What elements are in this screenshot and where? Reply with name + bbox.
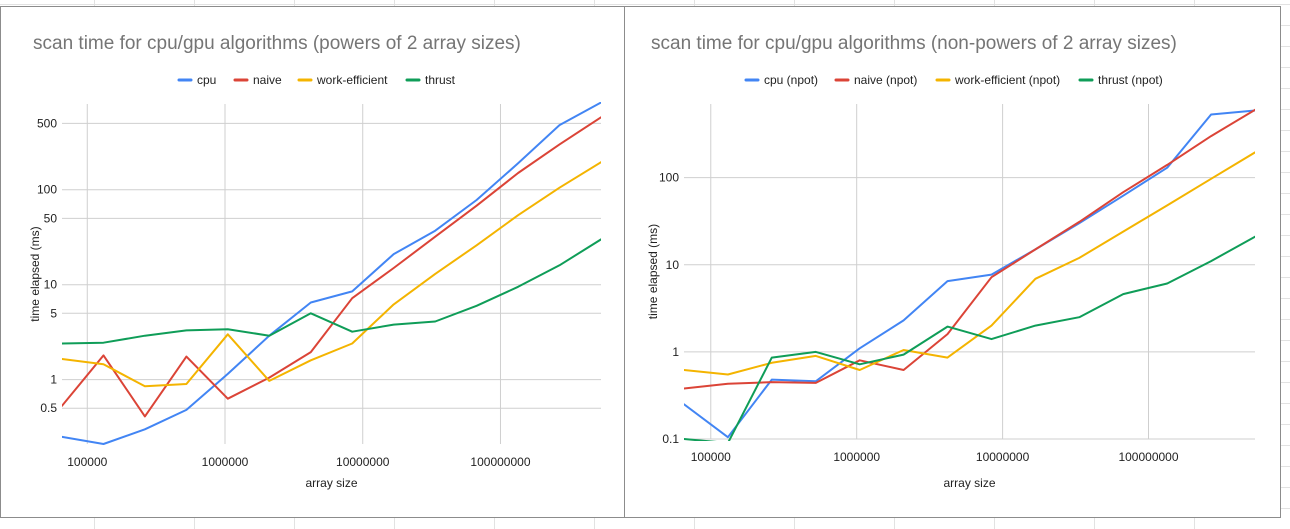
x-tick-label: 100000	[691, 450, 731, 464]
x-tick-label: 100000000	[1118, 450, 1178, 464]
y-tick-label: 100	[659, 171, 679, 185]
series-line-cpu-npot-	[684, 109, 1255, 439]
y-tick-label: 1	[50, 373, 57, 387]
x-tick-label: 100000000	[470, 455, 530, 469]
chart-svg-non-powers-of-2: scan time for cpu/gpu algorithms (non-po…	[646, 33, 1255, 490]
y-tick-label: 0.5	[40, 401, 57, 415]
y-axis-title: time elapsed (ms)	[646, 224, 660, 319]
chart-powers-of-2[interactable]: scan time for cpu/gpu algorithms (powers…	[0, 6, 625, 518]
y-tick-label: 5	[50, 306, 57, 320]
y-tick-label: 1	[672, 345, 679, 359]
legend-label: cpu (npot)	[764, 73, 818, 87]
legend-item: thrust (npot)	[1078, 73, 1163, 87]
legend-item: thrust	[405, 73, 456, 87]
legend-label: cpu	[197, 73, 216, 87]
legend-item: naive (npot)	[834, 73, 917, 87]
chart-svg-powers-of-2: scan time for cpu/gpu algorithms (powers…	[28, 33, 601, 490]
series-line-work-efficient	[62, 161, 601, 388]
legend-label: work-efficient	[316, 73, 388, 87]
y-tick-label: 0.1	[662, 432, 679, 446]
series-line-cpu	[62, 102, 601, 445]
y-tick-label: 100	[37, 183, 57, 197]
x-axis-title: array size	[305, 476, 357, 490]
x-tick-label: 1000000	[202, 455, 249, 469]
chart-non-powers-of-2[interactable]: scan time for cpu/gpu algorithms (non-po…	[624, 6, 1281, 518]
y-tick-label: 10	[666, 258, 680, 272]
legend-label: thrust	[425, 73, 456, 87]
x-tick-label: 1000000	[833, 450, 880, 464]
series-line-naive	[62, 116, 601, 418]
y-axis-title: time elapsed (ms)	[28, 226, 42, 321]
legend-label: naive (npot)	[854, 73, 917, 87]
legend-item: cpu	[177, 73, 216, 87]
y-tick-label: 10	[44, 278, 58, 292]
plot-area	[684, 108, 1255, 441]
legend-item: naive	[233, 73, 282, 87]
x-tick-label: 10000000	[336, 455, 390, 469]
x-axis-title: array size	[943, 476, 995, 490]
y-tick-label: 50	[44, 211, 58, 225]
x-tick-label: 10000000	[976, 450, 1030, 464]
legend-label: naive	[253, 73, 282, 87]
series-line-thrust-npot-	[684, 235, 1255, 441]
plot-area	[62, 102, 601, 445]
legend-label: work-efficient (npot)	[954, 73, 1060, 87]
legend-item: cpu (npot)	[744, 73, 818, 87]
legend-item: work-efficient (npot)	[935, 73, 1060, 87]
y-tick-label: 500	[37, 116, 57, 130]
chart-title: scan time for cpu/gpu algorithms (non-po…	[651, 33, 1177, 54]
legend-item: work-efficient	[297, 73, 388, 87]
x-tick-label: 100000	[67, 455, 107, 469]
legend-label: thrust (npot)	[1098, 73, 1163, 87]
chart-title: scan time for cpu/gpu algorithms (powers…	[33, 33, 521, 54]
series-line-naive-npot-	[684, 108, 1255, 390]
series-line-work-efficient-npot-	[684, 151, 1255, 376]
series-line-thrust	[62, 238, 601, 345]
